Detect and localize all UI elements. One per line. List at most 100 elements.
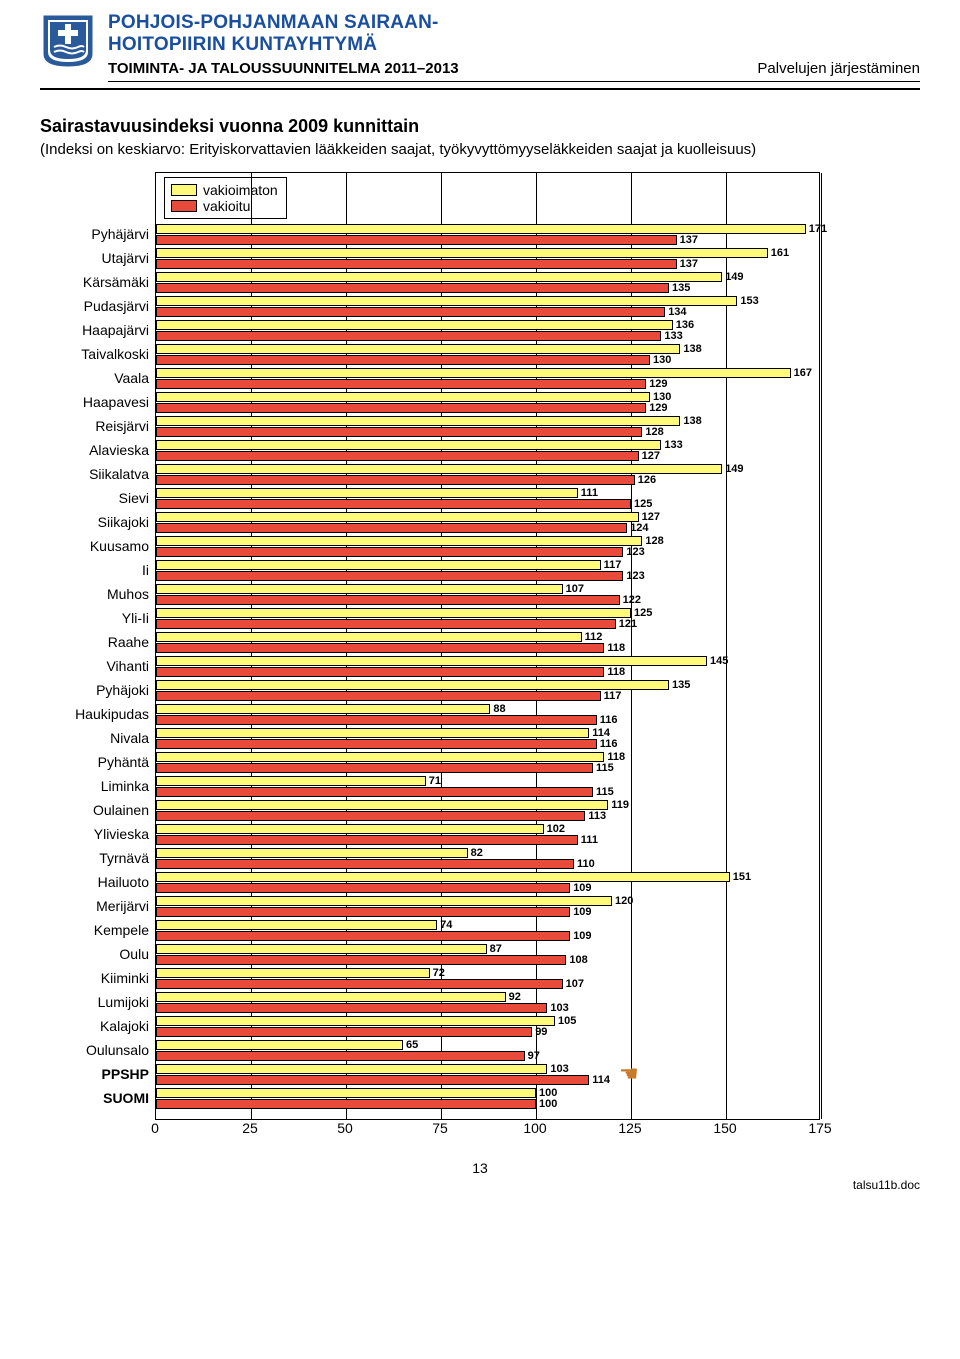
- category-label: Sievi: [40, 486, 155, 510]
- bar-value-vakioitu: 126: [638, 474, 656, 486]
- bar-value-vakioitu: 135: [672, 282, 690, 294]
- bar-vakioitu: [156, 1075, 589, 1085]
- plan-section: Palvelujen järjestäminen: [757, 60, 920, 77]
- category-label: Pyhäjoki: [40, 678, 155, 702]
- bar-vakioitu: [156, 667, 604, 677]
- bar-vakioimaton: [156, 392, 650, 402]
- chart-subtitle: (Indeksi on keskiarvo: Erityiskorvattavi…: [40, 141, 920, 158]
- bar-value-vakioitu: 116: [600, 738, 618, 750]
- bar-value-vakioimaton: 74: [440, 919, 452, 931]
- bar-vakioitu: [156, 763, 593, 773]
- plan-title: TOIMINTA- JA TALOUSSUUNNITELMA 2011–2013: [108, 60, 459, 77]
- category-label: Haapavesi: [40, 390, 155, 414]
- x-tick: 125: [618, 1120, 641, 1136]
- bar-value-vakioitu: 115: [596, 786, 614, 798]
- bar-vakioitu: [156, 355, 650, 365]
- category-label: Muhos: [40, 582, 155, 606]
- category-label: Haapajärvi: [40, 318, 155, 342]
- category-label: Kärsämäki: [40, 270, 155, 294]
- bar-vakioitu: [156, 739, 597, 749]
- bar-value-vakioitu: 108: [569, 954, 587, 966]
- bar-vakioitu: [156, 811, 585, 821]
- bar-vakioitu: [156, 499, 631, 509]
- bar-vakioitu: [156, 1099, 536, 1109]
- bar-value-vakioitu: 100: [539, 1098, 557, 1110]
- bar-value-vakioitu: 134: [668, 306, 686, 318]
- category-label: Kuusamo: [40, 534, 155, 558]
- pointer-icon: ☛: [619, 1061, 639, 1087]
- bar-vakioimaton: [156, 848, 468, 858]
- bar-vakioimaton: [156, 1016, 555, 1026]
- org-title-line2: HOITOPIIRIN KUNTAYHTYMÄ: [108, 34, 920, 56]
- bar-value-vakioimaton: 128: [645, 535, 663, 547]
- plot-area: vakioimaton vakioitu 1711371611371491351…: [155, 172, 820, 1120]
- bar-value-vakioimaton: 71: [429, 775, 441, 787]
- bar-vakioimaton: [156, 320, 673, 330]
- category-label: SUOMI: [40, 1086, 155, 1110]
- bar-value-vakioimaton: 82: [471, 847, 483, 859]
- category-label: Ii: [40, 558, 155, 582]
- bar-value-vakioitu: 113: [588, 810, 606, 822]
- bar-value-vakioimaton: 87: [490, 943, 502, 955]
- bar-value-vakioimaton: 112: [585, 631, 603, 643]
- bar-vakioimaton: [156, 560, 601, 570]
- bar-vakioitu: [156, 643, 604, 653]
- bar-value-vakioimaton: 119: [611, 799, 629, 811]
- bar-vakioimaton: [156, 368, 791, 378]
- bar-value-vakioitu: 116: [600, 714, 618, 726]
- bar-value-vakioimaton: 117: [604, 559, 622, 571]
- category-label: Taivalkoski: [40, 342, 155, 366]
- bar-vakioimaton: [156, 488, 578, 498]
- x-tick: 0: [151, 1120, 159, 1136]
- category-label: Liminka: [40, 774, 155, 798]
- bar-value-vakioitu: 109: [573, 906, 591, 918]
- bar-vakioimaton: [156, 536, 642, 546]
- bar-value-vakioitu: 129: [649, 402, 667, 414]
- bar-value-vakioitu: 107: [566, 978, 584, 990]
- bar-value-vakioitu: 127: [642, 450, 660, 462]
- bar-vakioimaton: [156, 1040, 403, 1050]
- category-label: Hailuoto: [40, 870, 155, 894]
- bar-vakioimaton: [156, 968, 430, 978]
- bar-vakioimaton: [156, 704, 490, 714]
- chart-title: Sairastavuusindeksi vuonna 2009 kunnitta…: [40, 116, 920, 137]
- bar-vakioimaton: [156, 920, 437, 930]
- bar-value-vakioitu: 133: [664, 330, 682, 342]
- bar-vakioitu: [156, 955, 566, 965]
- bar-vakioimaton: [156, 680, 669, 690]
- gridline: [821, 173, 822, 1119]
- bar-value-vakioitu: 115: [596, 762, 614, 774]
- bar-value-vakioitu: 122: [623, 594, 641, 606]
- bar-vakioimaton: [156, 440, 661, 450]
- bar-vakioimaton: [156, 800, 608, 810]
- bar-vakioitu: [156, 979, 563, 989]
- bar-value-vakioimaton: 111: [581, 487, 598, 499]
- bar-value-vakioitu: 114: [592, 1074, 610, 1086]
- bar-vakioitu: [156, 859, 574, 869]
- bar-vakioitu: [156, 451, 639, 461]
- category-label: Siikajoki: [40, 510, 155, 534]
- bar-vakioimaton: [156, 656, 707, 666]
- bar-value-vakioimaton: 120: [615, 895, 633, 907]
- bar-value-vakioimaton: 105: [558, 1015, 576, 1027]
- bar-value-vakioitu: 137: [680, 234, 698, 246]
- bar-value-vakioimaton: 92: [509, 991, 521, 1003]
- bar-vakioimaton: [156, 1064, 547, 1074]
- category-label: Kalajoki: [40, 1014, 155, 1038]
- category-label: Reisjärvi: [40, 414, 155, 438]
- footer-filename: talsu11b.doc: [40, 1178, 920, 1192]
- page-number: 13: [40, 1160, 920, 1176]
- bar-vakioitu: [156, 931, 570, 941]
- bar-value-vakioimaton: 103: [550, 1063, 568, 1075]
- legend-label-vakioimaton: vakioimaton: [203, 182, 278, 198]
- bar-vakioitu: [156, 1051, 525, 1061]
- org-title-line1: POHJOIS-POHJANMAAN SAIRAAN-: [108, 12, 920, 34]
- bar-vakioimaton: [156, 272, 722, 282]
- bar-vakioimaton: [156, 824, 544, 834]
- bar-value-vakioitu: 110: [577, 858, 595, 870]
- bar-vakioitu: [156, 259, 677, 269]
- x-axis: 0255075100125150175: [155, 1120, 820, 1142]
- bar-vakioimaton: [156, 512, 639, 522]
- category-label: Alavieska: [40, 438, 155, 462]
- x-tick: 150: [713, 1120, 736, 1136]
